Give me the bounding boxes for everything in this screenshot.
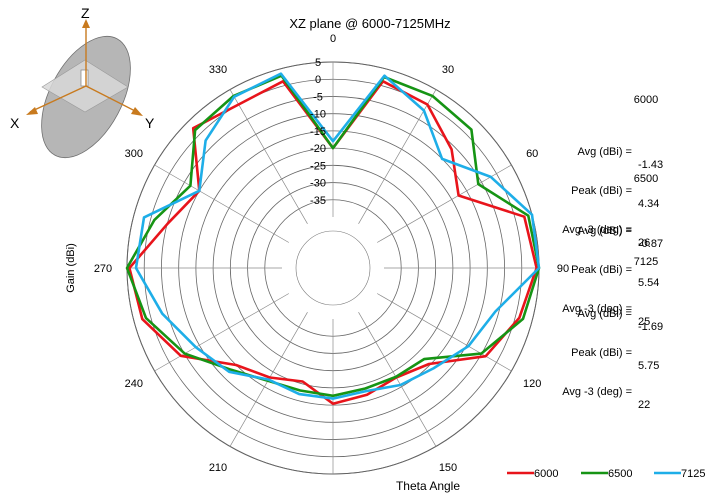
grid-spoke — [154, 293, 290, 372]
stats-avg-label: Avg (dBi) = — [577, 308, 632, 320]
radial-tick-labels: 5 0 -5 -10 -15 -20 -25 -30 -35 — [310, 57, 326, 207]
stats-beam-row: Avg -3 (deg) = 22 — [562, 373, 706, 411]
stats-block-6000: 6000 Avg (dBi) = -1.43 Peak (dBi) = 4.34… — [562, 68, 706, 250]
stats-peak-value: 5.75 — [638, 360, 660, 372]
radial-tick-label: -25 — [310, 160, 326, 172]
stats-beam-label: Avg -3 (deg) = — [562, 386, 632, 398]
series-layer — [125, 72, 541, 406]
x-axis-label: X — [10, 115, 20, 131]
angle-tick-label: 330 — [209, 64, 227, 76]
stats-beam-value: 22 — [638, 399, 651, 411]
x-axis-arrow — [26, 107, 38, 115]
z-axis-label: Z — [81, 5, 90, 21]
axes-orientation-icon: Z X Y — [10, 5, 155, 159]
stats-peak-row: Peak (dBi) = 4.34 — [566, 172, 706, 210]
grid-spoke — [358, 311, 437, 447]
y-axis-arrow — [131, 107, 143, 116]
legend-label-6500: 6500 — [608, 468, 632, 480]
radial-tick-label: -5 — [313, 91, 323, 103]
y-axis-label: Y — [145, 115, 155, 131]
radial-tick-label: -15 — [310, 126, 326, 138]
angle-tick-label: 240 — [125, 378, 143, 390]
antenna-body — [80, 69, 89, 87]
stats-block-7125: 7125 Avg (dBi) = -1.69 Peak (dBi) = 5.75… — [562, 230, 706, 412]
stats-freq: 6500 — [633, 173, 659, 185]
stats-beam-row: Avg -3 (deg) = 25 — [562, 290, 706, 328]
radial-tick-label: -30 — [310, 178, 326, 190]
stats-avg-value: -0.87 — [638, 238, 664, 250]
grid-ring-inner — [295, 230, 371, 306]
y-axis-line — [85, 85, 140, 114]
x-axis-line — [29, 85, 87, 113]
stats-beam-label: Avg -3 (deg) = — [562, 303, 632, 315]
stats-peak-label: Peak (dBi) = — [571, 264, 632, 276]
grid-spoke — [376, 164, 512, 243]
angle-tick-label: 60 — [526, 148, 538, 160]
stats-avg-row: Avg (dBi) = -0.87 — [566, 212, 706, 250]
stats-avg-row: Avg (dBi) = -1.69 — [566, 295, 706, 333]
z-axis-arrow — [82, 19, 90, 28]
polar-grid — [126, 61, 540, 475]
stats-freq: 7125 — [633, 256, 659, 268]
grid-spoke — [376, 293, 512, 372]
angle-tick-label: 210 — [209, 462, 227, 474]
grid-ring — [264, 199, 402, 337]
legend: 6000 6500 7125 — [507, 468, 705, 480]
stats-peak-label: Peak (dBi) = — [571, 347, 632, 359]
stats-avg-row: Avg (dBi) = -1.43 — [566, 133, 706, 171]
angle-tick-label: 120 — [523, 378, 541, 390]
radial-tick-label: -10 — [310, 109, 326, 121]
stats-peak-row: Peak (dBi) = 5.75 — [566, 334, 706, 372]
stats-beam-value: 26 — [638, 237, 651, 249]
angle-tick-label: 0 — [330, 33, 336, 45]
angle-tick-labels: 0306090120150180210240270300330 — [94, 33, 569, 474]
legend-label-6000: 6000 — [534, 468, 558, 480]
stats-peak-label: Peak (dBi) = — [571, 185, 632, 197]
radial-tick-label: -20 — [310, 143, 326, 155]
stats-avg-label: Avg (dBi) = — [577, 225, 632, 237]
stats-beam-label: Avg -3 (deg) = — [562, 224, 632, 236]
stats-block-6500: 6500 Avg (dBi) = -0.87 Peak (dBi) = 5.54… — [562, 147, 706, 329]
stats-freq: 6000 — [633, 94, 659, 106]
stats-avg-value: -1.43 — [638, 159, 664, 171]
stats-avg-value: -1.69 — [638, 321, 664, 333]
x-axis-title: Theta Angle — [396, 479, 460, 493]
grid-spoke — [154, 164, 290, 243]
radial-tick-label: -35 — [310, 195, 326, 207]
stats-peak-value: 5.54 — [638, 277, 660, 289]
radial-tick-label: 0 — [315, 74, 321, 86]
angle-tick-label: 90 — [557, 263, 569, 275]
angle-tick-label: 270 — [94, 263, 112, 275]
stats-peak-value: 4.34 — [638, 198, 660, 210]
radial-tick-label: 5 — [315, 57, 321, 69]
grid-spoke — [229, 89, 308, 225]
stats-beam-row: Avg -3 (deg) = 26 — [562, 211, 706, 249]
y-axis-title: Gain (dBi) — [65, 243, 77, 293]
chart-title: XZ plane @ 6000-7125MHz — [289, 16, 450, 31]
angle-tick-label: 300 — [125, 148, 143, 160]
stats-peak-row: Peak (dBi) = 5.54 — [566, 251, 706, 289]
stats-avg-label: Avg (dBi) = — [577, 146, 632, 158]
angle-tick-label: 150 — [439, 462, 457, 474]
stats-beam-value: 25 — [638, 316, 651, 328]
angle-tick-label: 30 — [442, 64, 454, 76]
legend-label-7125: 7125 — [681, 468, 705, 480]
